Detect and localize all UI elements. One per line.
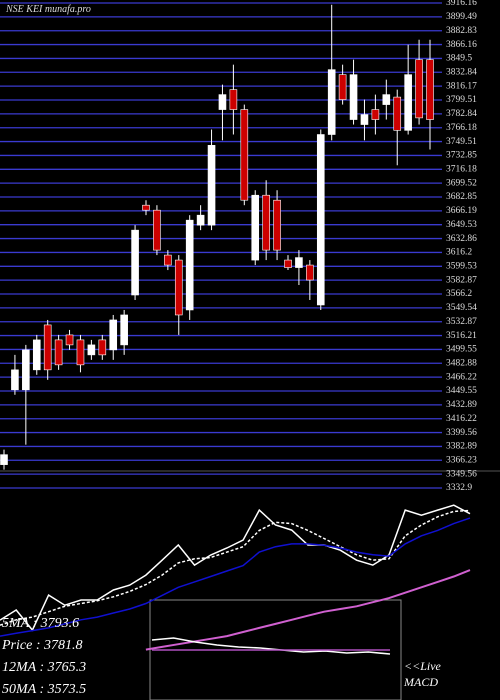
candle-body bbox=[371, 109, 380, 120]
y-tick-label: 3599.53 bbox=[446, 261, 477, 271]
candle-body bbox=[11, 369, 19, 391]
candle-body bbox=[284, 259, 292, 268]
candle-body bbox=[76, 339, 85, 366]
y-tick-label: 3832.84 bbox=[446, 67, 477, 77]
candle-body bbox=[131, 229, 139, 296]
y-tick-label: 3732.85 bbox=[446, 151, 477, 161]
candle-body bbox=[65, 334, 74, 346]
y-tick-label: 3799.51 bbox=[446, 95, 477, 105]
candle-body bbox=[360, 114, 369, 125]
y-tick-label: 3649.53 bbox=[446, 220, 477, 230]
candle-body bbox=[349, 74, 358, 120]
ma-line bbox=[0, 504, 471, 632]
ma-label: 5MA : 3793.6 bbox=[2, 616, 79, 631]
ma-line bbox=[145, 569, 471, 651]
y-tick-label: 3566.2 bbox=[446, 289, 472, 299]
ma-label: 12MA : 3765.3 bbox=[2, 660, 86, 675]
candle-body bbox=[153, 209, 161, 251]
y-tick-label: 3366.23 bbox=[446, 455, 477, 465]
y-tick-label: 3699.52 bbox=[446, 178, 477, 188]
candle-body bbox=[404, 74, 412, 131]
y-tick-label: 3432.89 bbox=[446, 400, 477, 410]
y-tick-label: 3482.88 bbox=[446, 358, 477, 368]
candle-body bbox=[426, 59, 434, 120]
y-tick-label: 3516.21 bbox=[446, 331, 477, 341]
candle-body bbox=[54, 339, 63, 366]
candle-body bbox=[338, 74, 347, 100]
y-tick-label: 3866.16 bbox=[446, 40, 477, 50]
y-tick-label: 3499.55 bbox=[446, 345, 477, 355]
y-tick-label: 3849.5 bbox=[446, 54, 472, 64]
candle-body bbox=[109, 319, 118, 351]
chart-title: NSE KEI munafa.pro bbox=[5, 4, 91, 15]
y-tick-label: 3632.86 bbox=[446, 234, 477, 244]
y-tick-label: 3666.19 bbox=[446, 206, 477, 216]
ma-label: 50MA : 3573.5 bbox=[2, 682, 86, 697]
candle-body bbox=[273, 199, 281, 251]
candle-body bbox=[393, 96, 402, 131]
candle-body bbox=[0, 454, 8, 465]
ma-label: Price : 3781.8 bbox=[1, 638, 82, 653]
y-tick-label: 3616.2 bbox=[446, 248, 472, 258]
y-tick-label: 3466.22 bbox=[446, 372, 477, 382]
y-tick-label: 3449.55 bbox=[446, 386, 477, 396]
y-tick-label: 3766.18 bbox=[446, 123, 477, 133]
y-tick-label: 3332.9 bbox=[446, 483, 472, 493]
candle-body bbox=[185, 219, 194, 311]
candle-body bbox=[316, 134, 325, 306]
candle-body bbox=[43, 324, 52, 371]
y-tick-label: 3349.56 bbox=[446, 469, 477, 479]
candle-body bbox=[98, 339, 107, 356]
candle-body bbox=[207, 145, 216, 226]
y-tick-label: 3816.17 bbox=[446, 81, 477, 91]
ma-line bbox=[0, 517, 471, 637]
candle-body bbox=[327, 69, 336, 135]
y-tick-label: 3582.87 bbox=[446, 275, 477, 285]
y-tick-label: 3416.22 bbox=[446, 414, 477, 424]
candle-body bbox=[32, 339, 41, 371]
candle-body bbox=[306, 264, 314, 281]
candle-body bbox=[87, 344, 96, 356]
y-tick-label: 3532.87 bbox=[446, 317, 477, 327]
y-tick-label: 3749.51 bbox=[446, 137, 477, 147]
candle-body bbox=[196, 214, 205, 226]
candle-body bbox=[229, 89, 238, 110]
y-tick-label: 3782.84 bbox=[446, 109, 477, 119]
y-tick-label: 3916.16 bbox=[446, 0, 477, 8]
candle-body bbox=[415, 59, 423, 119]
candle-body bbox=[164, 254, 172, 266]
live-label: <<Live bbox=[404, 659, 442, 673]
candle-body bbox=[120, 314, 128, 346]
y-tick-label: 3549.54 bbox=[446, 303, 477, 313]
candle-body bbox=[218, 94, 227, 110]
macd-frame bbox=[149, 599, 402, 700]
candle-body bbox=[240, 109, 249, 201]
candle-body bbox=[251, 194, 260, 261]
candle-body bbox=[174, 259, 183, 316]
candle-body bbox=[382, 94, 391, 105]
candle-body bbox=[262, 194, 270, 251]
y-tick-label: 3399.56 bbox=[446, 428, 477, 438]
y-tick-label: 3682.85 bbox=[446, 192, 477, 202]
y-tick-label: 3716.18 bbox=[446, 164, 477, 174]
macd-title: MACD bbox=[403, 675, 438, 689]
y-tick-label: 3899.49 bbox=[446, 12, 477, 22]
y-tick-label: 3882.83 bbox=[446, 26, 477, 36]
y-tick-label: 3382.89 bbox=[446, 442, 477, 452]
macd-line bbox=[151, 637, 391, 655]
candle-body bbox=[142, 204, 150, 211]
candle-body bbox=[295, 257, 303, 268]
candle-body bbox=[22, 349, 30, 391]
